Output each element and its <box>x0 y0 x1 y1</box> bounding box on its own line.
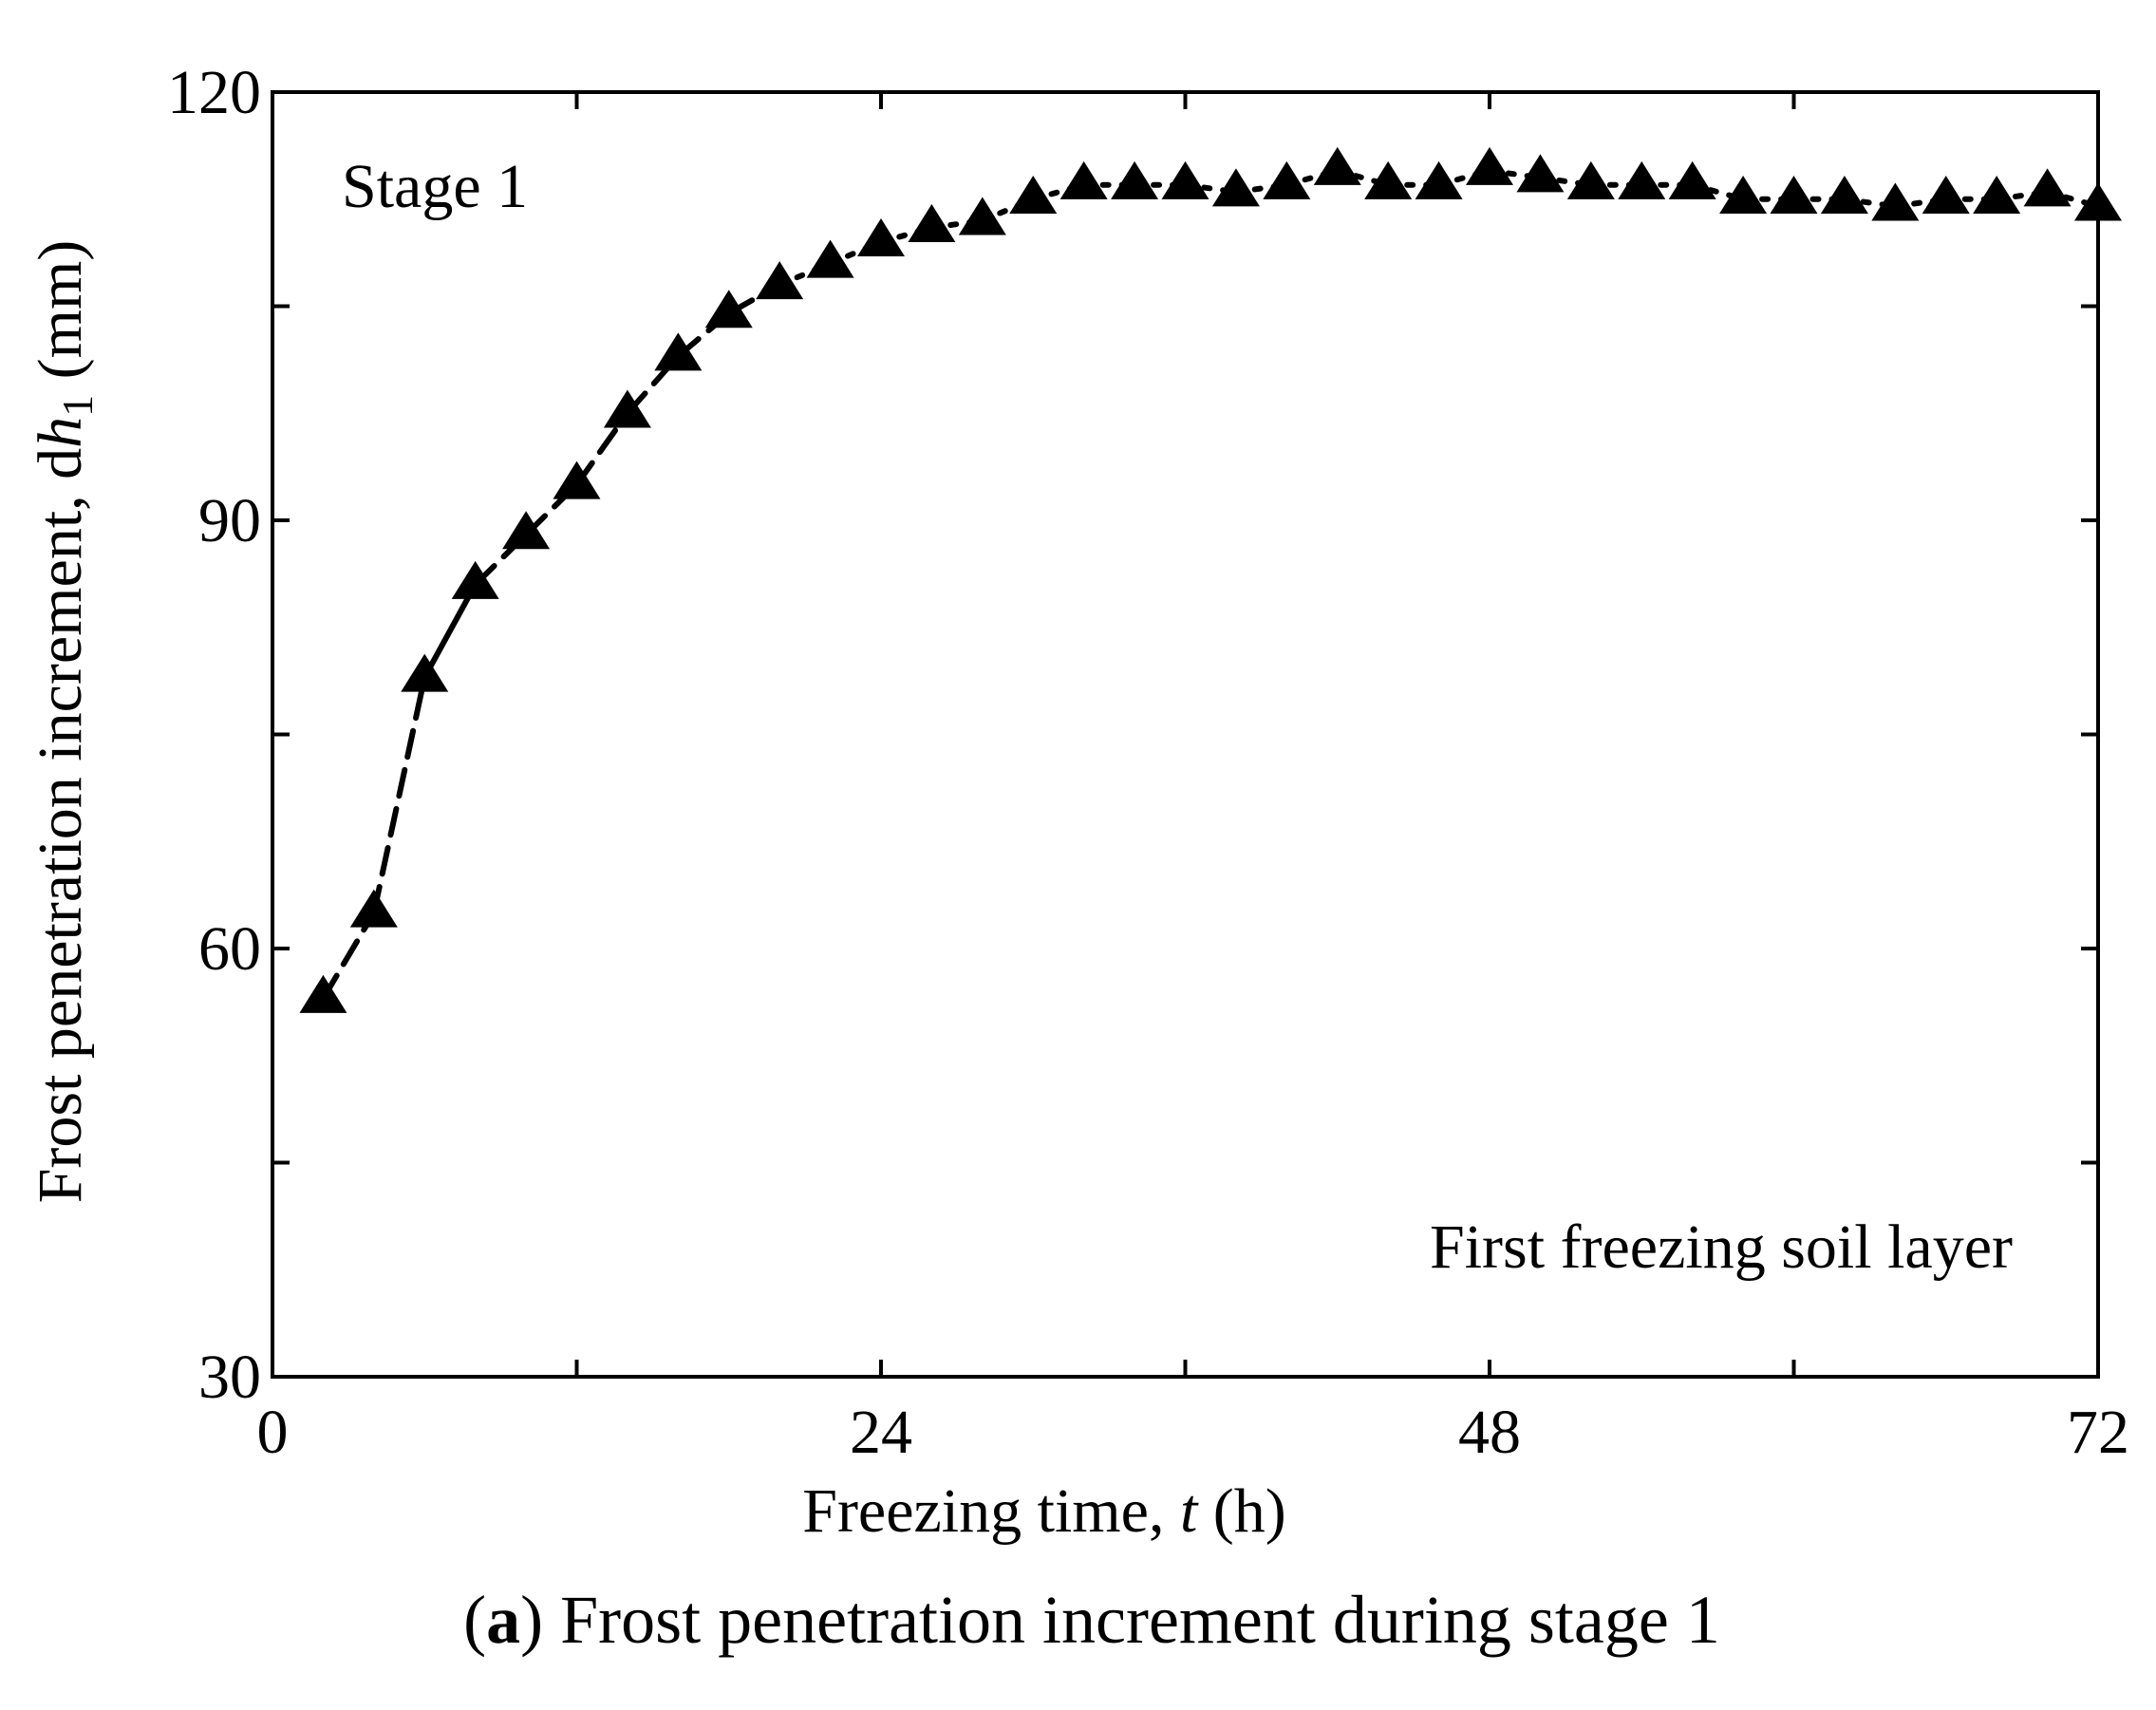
series-line-segment <box>370 674 428 916</box>
data-point <box>1009 175 1058 214</box>
data-point <box>756 261 804 300</box>
data-point <box>299 974 347 1013</box>
data-point <box>451 560 499 599</box>
data-point <box>857 218 905 257</box>
data-point <box>1871 182 1920 221</box>
data-point <box>2023 168 2072 207</box>
y-axis-label: Frost penetration increment, dh1 (mm) <box>26 240 102 1204</box>
tick-labels: 0 24 48 72 30 60 90 120 <box>167 58 2129 1467</box>
data-point <box>1313 146 1361 185</box>
y-tick-label: 90 <box>198 486 261 555</box>
plot-frame <box>271 90 2100 1379</box>
data-point <box>349 889 398 928</box>
series-layer <box>299 146 2122 1013</box>
annotation-stage: Stage 1 <box>342 152 528 221</box>
series-line-segment <box>422 581 478 681</box>
data-point <box>1161 160 1209 199</box>
data-point <box>1668 160 1716 199</box>
data-point <box>603 389 651 428</box>
data-point <box>502 511 551 550</box>
data-point <box>401 653 449 692</box>
axis-ticks <box>271 90 2100 1379</box>
data-point <box>1059 160 1108 199</box>
data-point <box>1466 146 1513 185</box>
data-point <box>654 332 703 371</box>
data-point <box>958 197 1006 235</box>
data-point <box>1364 160 1413 199</box>
data-point <box>806 239 854 278</box>
x-tick-label: 24 <box>850 1398 912 1467</box>
data-point <box>1415 160 1463 199</box>
y-tick-label: 120 <box>167 58 261 127</box>
data-point <box>1973 175 2021 214</box>
y-tick-label: 30 <box>198 1343 261 1412</box>
x-tick-label: 0 <box>257 1398 289 1467</box>
x-tick-label: 72 <box>2067 1398 2129 1467</box>
data-point <box>1719 175 1768 214</box>
figure-caption: (a) Frost penetration increment during s… <box>463 1582 1720 1658</box>
data-point <box>1922 175 1970 214</box>
data-point <box>1618 160 1666 199</box>
data-point <box>1111 160 1159 199</box>
data-point <box>704 290 753 329</box>
data-point <box>908 204 956 243</box>
data-point <box>1566 160 1615 199</box>
data-point <box>1211 168 1260 207</box>
series-line-segment <box>573 410 630 488</box>
data-point <box>1263 160 1311 199</box>
data-point <box>1770 175 1818 214</box>
x-axis-label: Freezing time, t (h) <box>802 1476 1286 1546</box>
y-tick-label: 60 <box>198 914 261 984</box>
data-point <box>553 460 601 499</box>
x-tick-label: 48 <box>1458 1398 1521 1467</box>
data-point <box>1516 154 1565 193</box>
data-point <box>1820 175 1868 214</box>
annotation-soil-layer: First freezing soil layer <box>1430 1212 2013 1282</box>
